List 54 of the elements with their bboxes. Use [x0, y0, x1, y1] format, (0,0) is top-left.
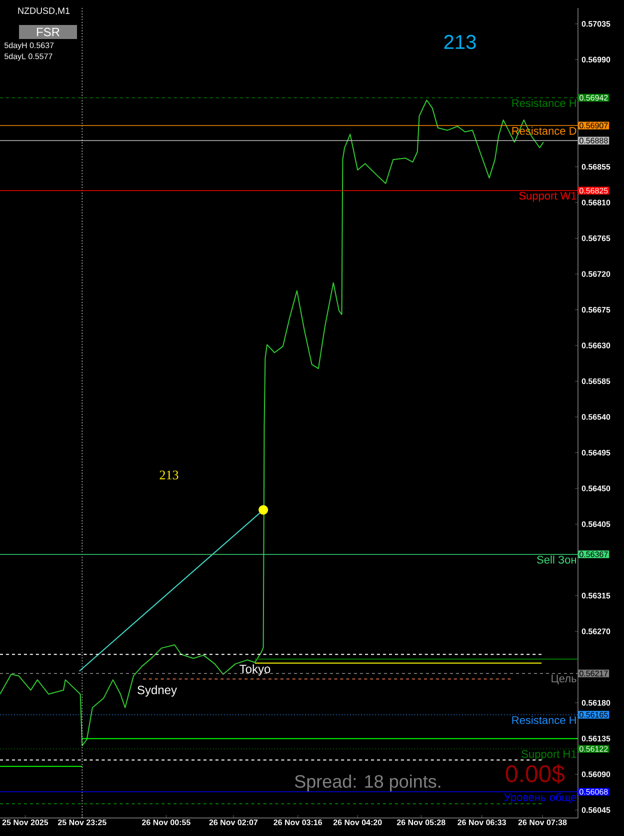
y-tick-label: 0.56495: [582, 450, 610, 456]
x-tick-label: 26 Nov 03:16: [274, 820, 322, 826]
ref-line-label: Sell Зон: [537, 556, 576, 564]
y2-tick-label: 0.56942: [580, 94, 608, 101]
y2-tick-label: 0.56825: [580, 188, 608, 194]
annotation: Sydney: [138, 685, 177, 697]
ref-line-label: Support H1: [522, 750, 576, 760]
y-tick-label: 0.56630: [582, 342, 610, 348]
y-tick-label: 0.56855: [582, 164, 610, 170]
x-tick-label: 26 Nov 05:28: [396, 820, 446, 826]
y2-tick-label: 0.56217: [580, 670, 608, 676]
annotation: 0.00$: [506, 764, 565, 784]
annotation: 213: [160, 470, 178, 480]
annotation: Spread: 18 points.: [294, 774, 440, 792]
y-tick-label: 0.56090: [582, 771, 610, 778]
y-tick-label: 0.56270: [582, 628, 610, 634]
y-tick-label: 0.56450: [582, 486, 610, 492]
ref-line-label: Уровень обще: [504, 792, 576, 804]
y2-tick-label: 0.56888: [580, 138, 608, 144]
x-tick-label: 26 Nov 07:38: [518, 820, 567, 826]
y-tick-label: 0.56675: [582, 306, 610, 313]
y-tick-label: 0.56045: [582, 807, 610, 813]
y-tick-label: 0.56765: [582, 235, 610, 242]
x-tick-label: 25 Nov 2025: [2, 820, 48, 826]
annotation: 5dayL 0.5577: [4, 53, 52, 61]
annotation: Tokyo: [240, 664, 270, 676]
y2-tick-label: 0.56165: [580, 712, 608, 718]
ref-line-label: Resistance H: [512, 716, 576, 724]
annotation: 5dayH 0.5637: [4, 42, 54, 50]
y-tick-label: 0.56990: [582, 56, 610, 62]
chart-title: NZDUSD,M1: [18, 8, 70, 15]
y2-tick-label: 0.56367: [580, 552, 608, 558]
y2-tick-label: 0.56068: [580, 788, 608, 795]
ref-line-label: Цель: [552, 674, 576, 684]
y-tick-label: 0.56720: [582, 271, 610, 277]
x-tick-label: 26 Nov 04:20: [333, 820, 382, 826]
annotation: FSR: [36, 28, 60, 36]
y-tick-label: 0.57035: [582, 21, 610, 27]
ref-line-label: Resistance H: [512, 98, 576, 108]
y-tick-label: 0.56180: [582, 700, 610, 706]
annotation: 213: [444, 34, 476, 50]
x-tick-label: 26 Nov 02:07: [209, 820, 258, 826]
ref-line-label: Support W1: [519, 192, 576, 202]
y-tick-label: 0.56315: [582, 592, 610, 598]
y2-tick-label: 0.56122: [580, 746, 608, 752]
y-tick-label: 0.56585: [582, 378, 610, 384]
y-tick-label: 0.56810: [582, 200, 610, 206]
x-tick-label: 26 Nov 06:33: [458, 820, 506, 826]
y-tick-label: 0.56540: [582, 414, 610, 420]
x-tick-label: 26 Nov 00:55: [142, 820, 190, 826]
y-tick-label: 0.56135: [582, 736, 610, 742]
y2-tick-label: 0.56907: [580, 122, 608, 128]
y-tick-label: 0.56405: [582, 521, 610, 527]
x-tick-label: 25 Nov 23:25: [58, 820, 106, 826]
